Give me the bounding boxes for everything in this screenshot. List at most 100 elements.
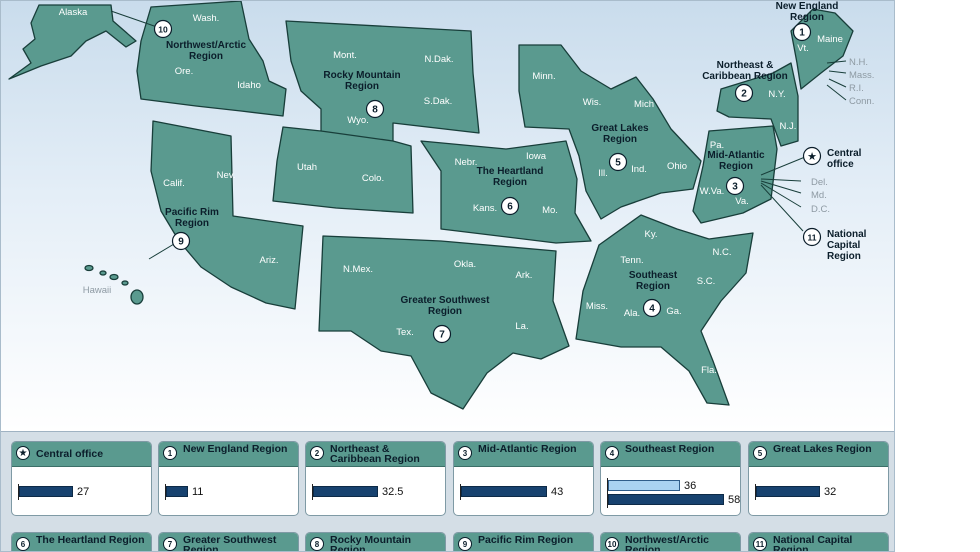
- hawaii-island-4: [121, 280, 129, 286]
- graphic-frame: Alaska Wash. Ore. Idaho Mont. N.Dak. S.Dak. Wyo…: [0, 0, 895, 552]
- state-label: Tenn.: [620, 255, 643, 266]
- region-label: Pacific Rim Region: [165, 207, 219, 229]
- state-label: Nev.: [217, 170, 236, 181]
- legend-card: 9 Pacific Rim Region: [453, 532, 594, 551]
- state-label-external: Mass.: [849, 70, 874, 81]
- state-label: Ind.: [631, 164, 647, 175]
- region-number-badge: 1: [163, 446, 177, 460]
- state-label: N.J.: [780, 121, 797, 132]
- state-label: Pa.: [710, 140, 724, 151]
- state-label: N.Y.: [768, 89, 785, 100]
- bar-axis: [460, 484, 461, 500]
- legend-card-header: 2 Northeast & Caribbean Region: [306, 442, 445, 467]
- region-number: 11: [808, 233, 817, 243]
- state-label: Nebr.: [455, 157, 478, 168]
- region-label: Northeast & Caribbean Region: [702, 60, 788, 82]
- region-label: Rocky Mountain Region: [323, 70, 400, 92]
- state-label: S.Dak.: [424, 96, 453, 107]
- state-label: Ill.: [598, 168, 608, 179]
- legend-card: 7 Greater Southwest Region: [158, 532, 299, 551]
- map-labels: Alaska Wash. Ore. Idaho Mont. N.Dak. S.Dak. Wyo…: [59, 1, 875, 376]
- bar-value-label: 58: [728, 494, 741, 506]
- utah-colorado-shape: [272, 126, 414, 214]
- region-number-badge: 9: [458, 537, 472, 551]
- state-label: N.Dak.: [424, 54, 453, 65]
- mid-atlantic-shape: [692, 125, 778, 224]
- region-label: Southeast Region: [629, 270, 678, 292]
- legend-card-title: Northeast & Caribbean Region: [330, 443, 420, 465]
- region-label: Greater Southwest Region: [401, 295, 491, 317]
- central-office-label: Central office: [827, 148, 862, 170]
- legend-card: 4 Southeast Region 36 58: [600, 441, 741, 516]
- region-label: New England Region: [776, 1, 839, 23]
- us-regions-map: Alaska Wash. Ore. Idaho Mont. N.Dak. S.Dak. Wyo…: [1, 1, 894, 431]
- state-label: Mo.: [542, 205, 558, 216]
- legend-card-title: Mid-Atlantic Region: [478, 443, 577, 455]
- northwest-shape: [136, 1, 287, 117]
- state-label: La.: [515, 321, 528, 332]
- value-bar: [608, 494, 724, 505]
- state-label: W.Va.: [700, 186, 725, 197]
- region-number-badge: [608, 152, 628, 172]
- state-label-external: D.C.: [811, 204, 830, 215]
- legend-card: 2 Northeast & Caribbean Region 32.5: [305, 441, 446, 516]
- region-label: The Heartland Region: [477, 166, 544, 188]
- bar-value-label: 32: [824, 486, 837, 498]
- region-number: 5: [615, 158, 621, 169]
- value-bar: [461, 486, 547, 497]
- region-number-badge: [432, 324, 452, 344]
- value-bar: [608, 480, 680, 491]
- region-number-badge: [734, 83, 754, 103]
- state-label: N.Mex.: [343, 264, 373, 275]
- state-label: Wash.: [193, 13, 220, 24]
- legend-card-header: 1 New England Region: [159, 442, 298, 467]
- bar-value-label: 43: [551, 486, 564, 498]
- region-number-badge: 7: [163, 537, 177, 551]
- hawaii-island-1: [84, 264, 94, 272]
- legend-card-header: 10 Northwest/Arctic Region: [601, 533, 740, 551]
- region-number-badge: [642, 298, 662, 318]
- state-label: Hawaii: [83, 285, 112, 296]
- bar-value-label: 27: [77, 486, 90, 498]
- state-label: Iowa: [526, 151, 547, 162]
- region-number-badge: [792, 22, 812, 42]
- state-label: Ohio: [667, 161, 687, 172]
- region-number-badge: 11: [753, 537, 767, 551]
- state-label-external: Conn.: [849, 96, 874, 107]
- map-svg: Alaska Wash. Ore. Idaho Mont. N.Dak. S.Dak. Wyo…: [8, 1, 875, 410]
- state-label: Utah: [297, 162, 317, 173]
- state-label: Vt.: [797, 43, 809, 54]
- star-icon: ★: [16, 446, 30, 460]
- legend-card-header: 11 National Capital Region: [749, 533, 888, 551]
- value-bar: [313, 486, 378, 497]
- state-label: Maine: [817, 34, 843, 45]
- region-number: 7: [439, 330, 445, 341]
- region-label: Great Lakes Region: [591, 123, 649, 145]
- region-number: 2: [741, 89, 747, 100]
- legend-card-header: 9 Pacific Rim Region: [454, 533, 593, 551]
- bar-axis: [165, 484, 166, 500]
- value-bar: [756, 486, 820, 497]
- legend-card-title: Central office: [36, 448, 104, 460]
- state-label: Mont.: [333, 50, 357, 61]
- state-label: S.C.: [697, 276, 715, 287]
- pacific-rim-shape: [150, 120, 304, 310]
- bar-value-label: 32.5: [382, 486, 404, 498]
- legend-card-title: New England Region: [183, 443, 288, 455]
- legend-card: 10 Northwest/Arctic Region: [600, 532, 741, 551]
- region-number-badge: [725, 176, 745, 196]
- alaska-shape: [8, 4, 137, 80]
- state-label: Ala.: [624, 308, 640, 319]
- legend-card-header: 5 Great Lakes Region: [749, 442, 888, 467]
- state-label: Wis.: [583, 97, 601, 108]
- region-number-badge: 10: [605, 537, 619, 551]
- legend-panel: ★ Central office 27 1 New England Region 11 2 N…: [1, 431, 894, 551]
- legend-card-title: Southeast Region: [625, 443, 715, 455]
- state-label: Ark.: [516, 270, 533, 281]
- bar-axis: [755, 484, 756, 500]
- bar-axis: [607, 478, 608, 508]
- legend-card: 11 National Capital Region: [748, 532, 889, 551]
- legend-card: 5 Great Lakes Region 32: [748, 441, 889, 516]
- state-label: Okla.: [454, 259, 476, 270]
- state-label: Calif.: [163, 178, 185, 189]
